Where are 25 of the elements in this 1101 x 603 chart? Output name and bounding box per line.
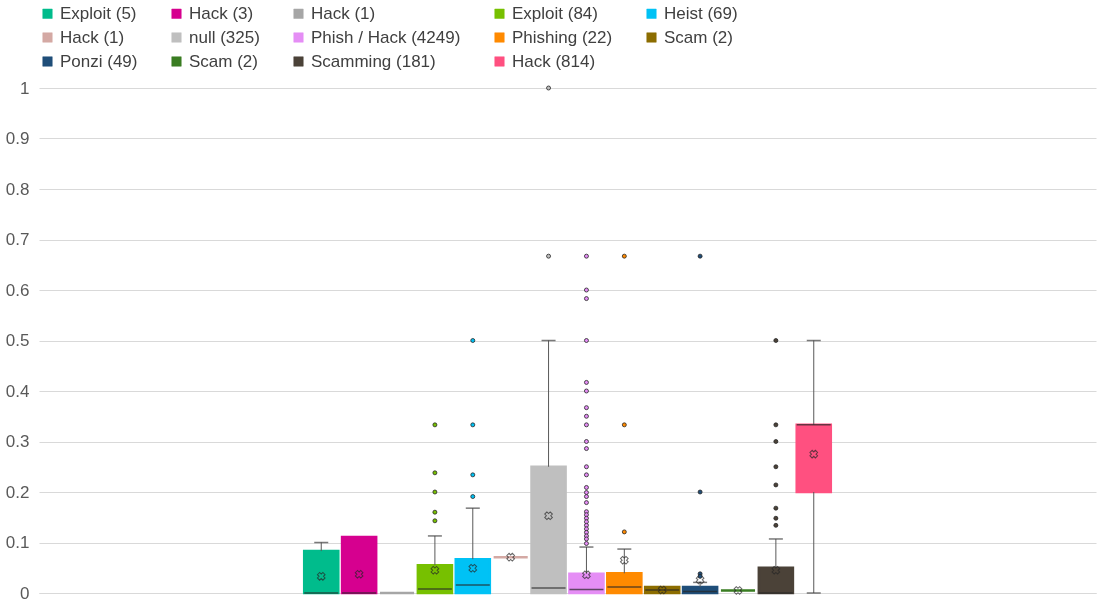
- legend-label: Scamming (181): [311, 51, 436, 71]
- y-tick-label: 0.9: [5, 129, 30, 148]
- y-tick-label: 0.7: [5, 230, 30, 249]
- legend-label: Exploit (5): [60, 3, 137, 23]
- legend-label: Ponzi (49): [60, 51, 138, 71]
- y-tick-label: 0.2: [5, 482, 30, 502]
- legend-label: Heist (69): [664, 3, 738, 23]
- legend-label: Hack (814): [512, 51, 596, 71]
- y-tick-label: 0.8: [5, 179, 30, 199]
- legend-label: Hack (3): [189, 3, 254, 23]
- legend-label: Hack (1): [311, 3, 376, 23]
- legend-label: Phish / Hack (4249): [311, 27, 461, 47]
- y-tick-label: 0.3: [5, 432, 30, 451]
- legend-label: Hack (1): [60, 27, 125, 47]
- y-tick-label: 0.4: [5, 381, 30, 401]
- y-tick-label: 1: [20, 78, 30, 98]
- y-tick-label: 0: [20, 583, 30, 603]
- y-tick-label: 0.6: [5, 280, 30, 300]
- legend-label: null (325): [189, 27, 260, 47]
- legend-label: Exploit (84): [512, 3, 598, 23]
- legend-label: Scam (2): [189, 51, 258, 71]
- legend-label: Scam (2): [664, 27, 733, 47]
- y-tick-label: 0.5: [5, 331, 30, 350]
- legend-label: Phishing (22): [512, 27, 613, 47]
- y-tick-label: 0.1: [5, 533, 30, 552]
